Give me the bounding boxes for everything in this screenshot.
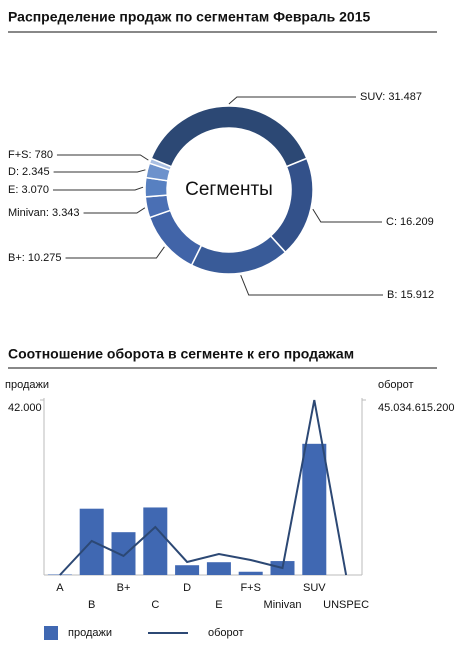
slice-label: D: 2.345 [8,166,50,178]
x-tick-label: F+S [240,582,260,594]
x-tick-label: SUV [303,582,326,594]
x-tick-label: D [183,582,191,594]
y-axis-label: продажи [5,379,49,391]
bar [206,562,231,575]
x-tick-label: C [151,599,159,611]
x-tick-label: B+ [117,582,131,594]
leader-line [240,275,383,296]
slice-label: F+S: 780 [8,149,53,161]
y2-tick-label: 45.034.615.200 [378,402,454,414]
donut-title: Распределение продаж по сегментам Феврал… [8,9,371,25]
line-series [59,399,348,576]
center-label: Сегменты [185,179,273,200]
leader-line [83,207,146,214]
leader-line [312,208,382,223]
leader-line [56,154,149,161]
x-tick-label: B [88,599,95,611]
slice-label: Minivan: 3.343 [8,207,80,219]
bar [143,507,168,575]
bar [238,571,263,575]
slice-label: B: 15.912 [387,289,434,301]
x-tick-label: UNSPEC [323,599,369,611]
x-tick-label: A [56,582,64,594]
legend-label: продажи [68,627,112,639]
slice-label: SUV: 31.487 [360,91,422,103]
donut-slice [148,157,173,172]
bar [175,565,200,575]
leader-line [65,246,165,259]
leader-line [52,186,144,191]
legend-swatch [44,626,58,640]
y-tick-label: 42.000 [8,402,42,414]
x-tick-label: Minivan [264,599,302,611]
slice-label: C: 16.209 [386,216,434,228]
leader-line [53,169,146,173]
bar [111,532,136,575]
slice-label: E: 3.070 [8,184,49,196]
x-tick-label: E [215,599,222,611]
leader-line [228,96,356,105]
combo-title: Соотношение оборота в сегменте к его про… [8,346,354,362]
slice-label: B+: 10.275 [8,252,62,264]
legend-label: оборот [208,627,244,639]
bar [302,443,327,575]
y2-axis-label: оборот [378,379,414,391]
